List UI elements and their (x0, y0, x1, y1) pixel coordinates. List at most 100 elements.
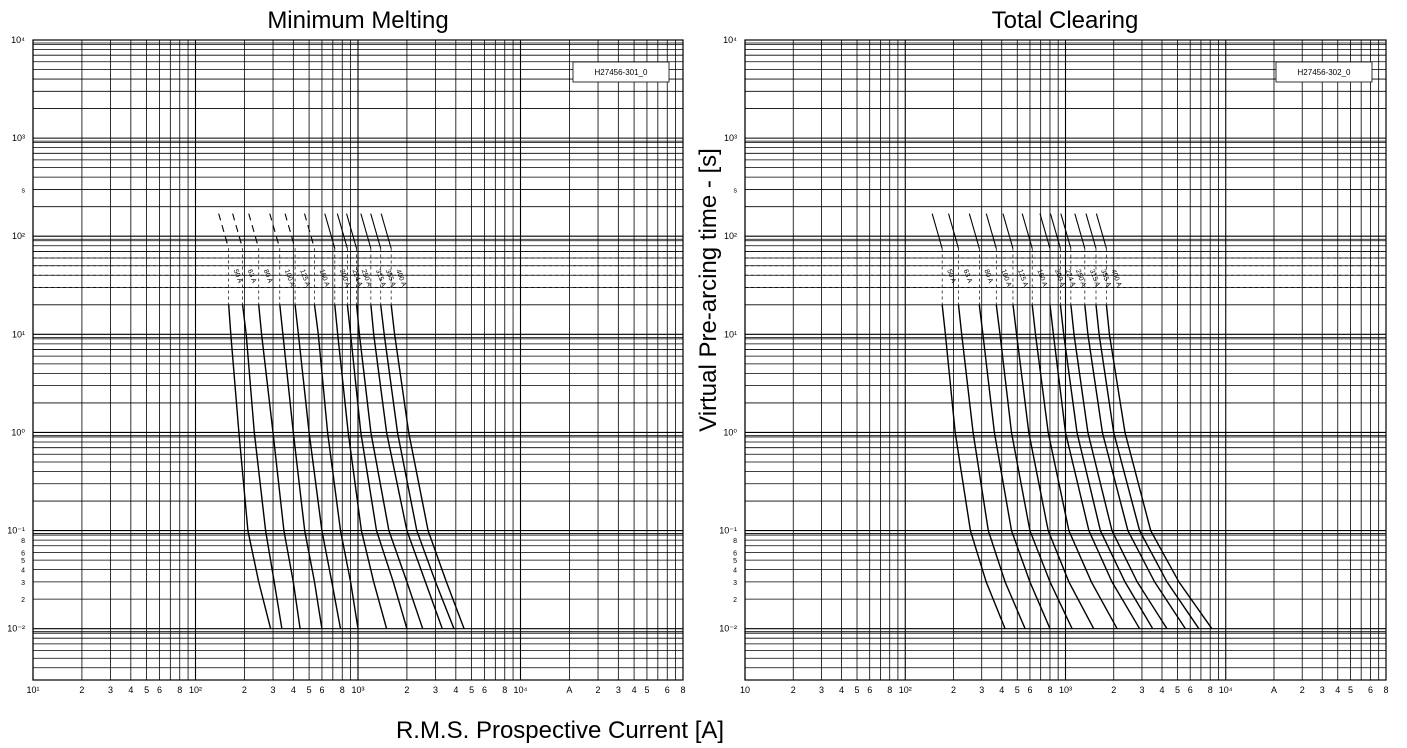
series-curve-160-a (1031, 304, 1118, 630)
series-leader (248, 213, 260, 249)
y-tick-label: 10⁴ (11, 35, 25, 45)
y-tick-label: 2 (733, 597, 737, 604)
series-curve-224-a (1059, 304, 1154, 630)
series-curve-315-a (1084, 304, 1186, 630)
y-tick-label: 3 (21, 580, 25, 587)
series-leader (968, 213, 980, 249)
x-tick-label: 2 (1111, 685, 1116, 695)
x-tick-label: 4 (128, 685, 133, 695)
y-tick-label: 10⁻² (719, 624, 737, 634)
series-label: 80 A (982, 269, 993, 285)
x-tick-label: 6 (1027, 685, 1032, 695)
x-tick-label: 8 (502, 685, 507, 695)
series-curve-315-a (370, 304, 443, 629)
y-tick-label: 10³ (12, 133, 25, 143)
series-leader (360, 213, 372, 249)
x-tick-label: 10¹ (26, 685, 39, 695)
y-tick-label: 6 (21, 550, 25, 557)
x-tick-label: 6 (157, 685, 162, 695)
x-tick-label: 3 (433, 685, 438, 695)
series-curve-355-a (1095, 304, 1200, 630)
series-curve-50-a (941, 304, 1006, 629)
series-leader (1095, 213, 1107, 249)
y-tick-label: 8 (21, 538, 25, 545)
x-tick-label: 5 (469, 685, 474, 695)
x-tick-label: 4 (1335, 685, 1340, 695)
series-curve-400-a (390, 304, 465, 629)
y-tick-label: 10¹ (724, 329, 737, 339)
x-tick-label: A (1271, 685, 1277, 695)
x-tick-label: 6 (1188, 685, 1193, 695)
x-tick-label: 4 (999, 685, 1004, 695)
y-tick-label: 10² (12, 231, 25, 241)
series-label: 50 A (945, 269, 956, 285)
x-tick-label: 4 (1159, 685, 1164, 695)
series-curve-250-a (1070, 304, 1168, 630)
x-tick-label: 3 (616, 685, 621, 695)
series-leader (1002, 213, 1014, 249)
series-leader (269, 213, 281, 249)
series-label: 63 A (246, 269, 257, 285)
x-tick-label: 5 (144, 685, 149, 695)
series-leader (1049, 213, 1061, 249)
y-tick-label: 4 (21, 568, 25, 575)
x-tick-label: A (566, 685, 572, 695)
x-tick-label: 8 (1383, 685, 1388, 695)
y-tick-label: 10⁻¹ (7, 526, 25, 536)
series-curve-100-a (995, 304, 1073, 629)
series-leader (931, 213, 943, 249)
x-tick-label: 5 (644, 685, 649, 695)
x-tick-label: 5 (1348, 685, 1353, 695)
x-tick-label: 5 (307, 685, 312, 695)
x-tick-label: 3 (271, 685, 276, 695)
series-curve-125-a (294, 304, 342, 629)
series-curve-63-a (957, 304, 1026, 629)
x-tick-label: 4 (839, 685, 844, 695)
x-tick-label: 10⁴ (514, 685, 528, 695)
x-tick-label: 2 (79, 685, 84, 695)
x-tick-label: 8 (887, 685, 892, 695)
x-tick-label: 3 (979, 685, 984, 695)
y-tick-label: 6 (733, 550, 737, 557)
series-leader (232, 213, 244, 249)
chart-title: Total Clearing (992, 7, 1139, 34)
y-tick-label: 10⁰ (11, 427, 25, 437)
series-leader (1039, 213, 1051, 249)
x-tick-label: 3 (108, 685, 113, 695)
x-tick-label: 4 (453, 685, 458, 695)
y-tick-label: 10⁻² (7, 624, 25, 634)
x-tick-label: 3 (1320, 685, 1325, 695)
series-curve-125-a (1012, 304, 1095, 630)
series-leader (1060, 213, 1072, 249)
x-tick-label: 2 (1300, 685, 1305, 695)
x-tick-label: 2 (951, 685, 956, 695)
x-tick-label: 5 (855, 685, 860, 695)
x-tick-label: 4 (632, 685, 637, 695)
y-tick-label: 2 (21, 597, 25, 604)
x-tick-label: 3 (1139, 685, 1144, 695)
series-leader (324, 213, 336, 249)
x-tick-label: 10³ (351, 685, 364, 695)
y-tick-label: 10¹ (12, 329, 25, 339)
reference-label: H27456-302_0 (1298, 68, 1351, 77)
series-curve-160-a (313, 304, 359, 629)
x-tick-label: 10 (740, 685, 750, 695)
y-tick-label: 10⁻¹ (719, 526, 737, 536)
x-tick-label: 2 (596, 685, 601, 695)
x-tick-label: 6 (1368, 685, 1373, 695)
reference-label: H27456-301_0 (595, 68, 648, 77)
x-tick-label: 2 (791, 685, 796, 695)
x-tick-label: 2 (242, 685, 247, 695)
series-curve-200-a (1049, 304, 1141, 630)
series-label: 63 A (962, 269, 973, 285)
series-leader (985, 213, 997, 249)
x-tick-label: 6 (665, 685, 670, 695)
series-leader (336, 213, 348, 249)
series-leader (303, 213, 316, 249)
y-tick-label: 10⁰ (723, 427, 737, 437)
series-curve-224-a (346, 304, 408, 629)
chart-title: Minimum Melting (267, 7, 448, 34)
